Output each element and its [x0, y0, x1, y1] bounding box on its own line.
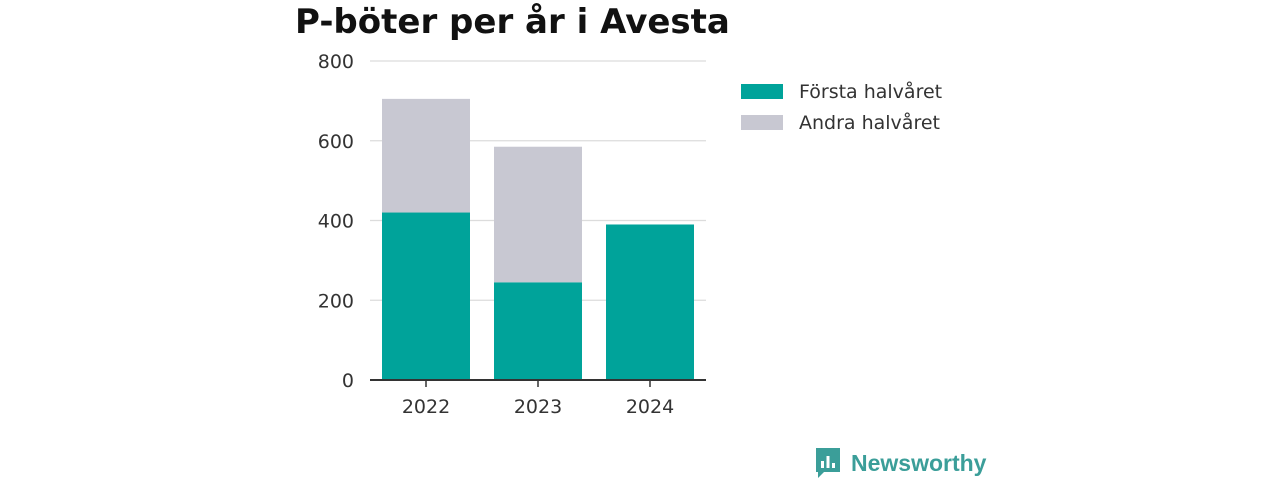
y-tick-label-200: 200: [318, 290, 354, 312]
x-tick-label-2022: 2022: [402, 396, 450, 418]
legend-label-first-half: Första halvåret: [799, 80, 943, 103]
y-tick-label-400: 400: [318, 211, 354, 233]
x-tick-label-2024: 2024: [626, 396, 674, 418]
x-tick-label-2023: 2023: [514, 396, 562, 418]
newsworthy-logo-icon: [816, 448, 840, 478]
y-tick-label-600: 600: [318, 131, 354, 153]
legend: Första halvåret Andra halvåret: [741, 76, 942, 138]
y-tick-label-0: 0: [342, 370, 354, 392]
bar-2024-series-0: [606, 224, 694, 380]
legend-item-second-half: Andra halvåret: [741, 107, 942, 138]
legend-label-second-half: Andra halvåret: [799, 111, 940, 134]
chart-title: P-böter per år i Avesta: [295, 2, 730, 42]
bar-2023-series-1: [494, 146, 582, 283]
legend-item-first-half: Första halvåret: [741, 76, 942, 107]
bar-2022-series-0: [382, 212, 470, 380]
brand-logo: Newsworthy: [814, 446, 986, 480]
bar-2022-series-1: [382, 98, 470, 213]
legend-swatch-second-half: [741, 115, 783, 130]
brand-name: Newsworthy: [851, 449, 987, 476]
y-tick-label-800: 800: [318, 51, 354, 73]
legend-swatch-first-half: [741, 84, 783, 99]
bar-2023-series-0: [494, 282, 582, 380]
